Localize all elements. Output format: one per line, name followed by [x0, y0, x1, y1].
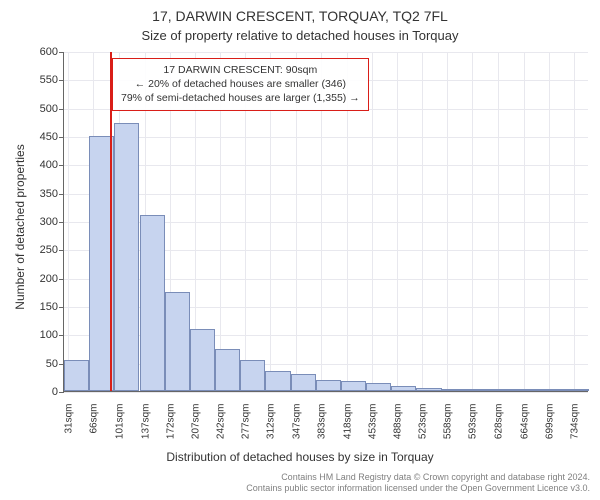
histogram-plot: 17 DARWIN CRESCENT: 90sqm← 20% of detach…	[63, 52, 588, 392]
footer-line-1: Contains HM Land Registry data © Crown c…	[281, 472, 590, 482]
annotation-line: ← 20% of detached houses are smaller (34…	[121, 77, 360, 91]
x-tick-label: 66sqm	[89, 404, 100, 454]
y-tick	[59, 194, 64, 195]
grid-h	[64, 52, 588, 53]
grid-v	[472, 52, 473, 391]
grid-v	[498, 52, 499, 391]
y-tick	[59, 279, 64, 280]
y-tick-label: 400	[18, 159, 58, 171]
annotation-box: 17 DARWIN CRESCENT: 90sqm← 20% of detach…	[112, 58, 369, 111]
histogram-bar	[467, 389, 492, 391]
y-tick	[59, 109, 64, 110]
histogram-bar	[416, 388, 441, 391]
y-tick-label: 50	[18, 358, 58, 370]
y-tick-label: 600	[18, 46, 58, 58]
x-tick-label: 312sqm	[266, 404, 277, 454]
histogram-bar	[341, 381, 366, 391]
grid-h	[64, 392, 588, 393]
x-tick-label: 699sqm	[544, 404, 555, 454]
histogram-bar	[316, 380, 341, 391]
x-tick-label: 347sqm	[291, 404, 302, 454]
histogram-bar	[391, 386, 416, 391]
x-tick-label: 628sqm	[493, 404, 504, 454]
y-tick-label: 200	[18, 273, 58, 285]
y-tick	[59, 52, 64, 53]
y-tick-label: 450	[18, 131, 58, 143]
histogram-bar	[240, 360, 265, 391]
histogram-bar	[542, 389, 567, 391]
grid-v	[574, 52, 575, 391]
y-tick	[59, 335, 64, 336]
annotation-line: 17 DARWIN CRESCENT: 90sqm	[121, 63, 360, 77]
y-tick	[59, 165, 64, 166]
x-tick-label: 137sqm	[140, 404, 151, 454]
y-tick	[59, 307, 64, 308]
histogram-bar	[265, 371, 290, 391]
histogram-bar	[114, 123, 139, 391]
chart-title-address: 17, DARWIN CRESCENT, TORQUAY, TQ2 7FL	[0, 8, 600, 24]
y-tick-label: 500	[18, 103, 58, 115]
x-tick-label: 593sqm	[468, 404, 479, 454]
y-tick	[59, 80, 64, 81]
y-tick	[59, 222, 64, 223]
grid-v	[549, 52, 550, 391]
histogram-bar	[366, 383, 391, 392]
y-tick	[59, 392, 64, 393]
grid-h	[64, 165, 588, 166]
histogram-bar	[517, 389, 542, 391]
histogram-bar	[64, 360, 89, 391]
x-tick-label: 418sqm	[342, 404, 353, 454]
grid-v	[68, 52, 69, 391]
histogram-bar	[291, 374, 316, 391]
histogram-bar	[165, 292, 190, 391]
x-tick-label: 101sqm	[114, 404, 125, 454]
histogram-bar	[442, 389, 467, 391]
x-tick-label: 558sqm	[443, 404, 454, 454]
x-tick-label: 523sqm	[418, 404, 429, 454]
y-tick-label: 250	[18, 244, 58, 256]
x-tick-label: 242sqm	[216, 404, 227, 454]
grid-h	[64, 194, 588, 195]
x-tick-label: 277sqm	[241, 404, 252, 454]
x-tick-label: 31sqm	[64, 404, 75, 454]
attribution-footer: Contains HM Land Registry data © Crown c…	[10, 472, 590, 495]
x-tick-label: 383sqm	[317, 404, 328, 454]
grid-v	[397, 52, 398, 391]
histogram-bar	[140, 215, 165, 391]
x-tick-label: 488sqm	[392, 404, 403, 454]
grid-v	[524, 52, 525, 391]
grid-h	[64, 137, 588, 138]
grid-v	[447, 52, 448, 391]
x-tick-label: 453sqm	[367, 404, 378, 454]
y-tick-label: 0	[18, 386, 58, 398]
annotation-line: 79% of semi-detached houses are larger (…	[121, 91, 360, 105]
y-tick	[59, 137, 64, 138]
y-tick	[59, 250, 64, 251]
grid-v	[372, 52, 373, 391]
x-tick-label: 172sqm	[165, 404, 176, 454]
histogram-bar	[492, 389, 517, 391]
y-tick-label: 550	[18, 74, 58, 86]
histogram-bar	[567, 389, 589, 391]
y-tick-label: 100	[18, 329, 58, 341]
footer-line-2: Contains public sector information licen…	[246, 483, 590, 493]
histogram-bar	[215, 349, 240, 392]
grid-v	[422, 52, 423, 391]
chart-title-description: Size of property relative to detached ho…	[0, 28, 600, 43]
y-tick-label: 150	[18, 301, 58, 313]
y-tick-label: 300	[18, 216, 58, 228]
x-tick-label: 734sqm	[569, 404, 580, 454]
y-tick-label: 350	[18, 188, 58, 200]
x-tick-label: 664sqm	[519, 404, 530, 454]
x-tick-label: 207sqm	[190, 404, 201, 454]
histogram-bar	[190, 329, 215, 391]
